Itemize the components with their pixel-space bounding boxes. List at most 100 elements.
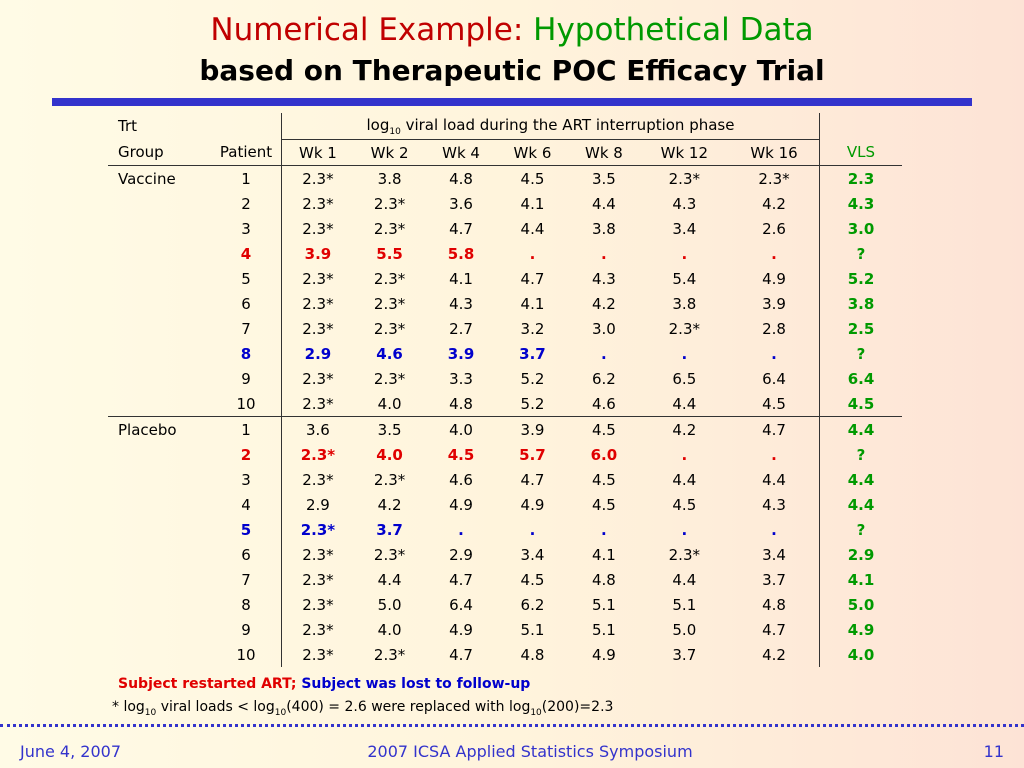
- cell-vls: ?: [819, 442, 902, 467]
- cell-viral-load: 4.2: [762, 645, 786, 664]
- table-row: 5 2.3* 2.3* 4.1 4.7 4.3 5.4 4.9 5.2: [108, 266, 902, 291]
- cell-viral-load: 4.0: [425, 416, 497, 442]
- cell-group: [108, 492, 211, 517]
- table-row: 10 2.3* 4.0 4.8 5.2 4.6 4.4 4.5 4.5: [108, 391, 902, 417]
- cell-viral-load: 4.0: [377, 620, 402, 639]
- cell-group: [108, 191, 211, 216]
- cell-viral-load: 4.9: [449, 620, 473, 639]
- cell-viral-load: 4.7: [449, 570, 473, 589]
- cell-viral-load: 5.0: [672, 620, 697, 639]
- cell-vls: 3.8: [819, 291, 902, 316]
- cell-viral-load: 3.7: [376, 520, 403, 539]
- cell-viral-load: 4.4: [762, 470, 786, 489]
- cell-viral-load: 3.7: [762, 570, 786, 589]
- cell-viral-load: 4.4: [672, 570, 697, 589]
- cell-patient: 5: [211, 266, 282, 291]
- cell-viral-load: 4.7: [449, 219, 473, 238]
- cell-viral-load: 3.4: [762, 545, 786, 564]
- cell-group: [108, 467, 211, 492]
- cell-viral-load: 3.8: [591, 219, 616, 238]
- header-week: Wk 1: [281, 139, 354, 166]
- cell-patient: 6: [211, 291, 282, 316]
- cell-viral-load: 2.3*: [302, 294, 334, 313]
- table-row: 9 2.3* 4.0 4.9 5.1 5.1 5.0 4.7 4.9: [108, 617, 902, 642]
- cell-patient: 10: [211, 391, 282, 417]
- cell-group: [108, 366, 211, 391]
- cell-viral-load: 4.5: [520, 169, 545, 188]
- cell-vls: 5.2: [819, 266, 902, 291]
- legend-restarted: Subject restarted ART;: [118, 676, 297, 692]
- title-divider: [52, 98, 972, 106]
- cell-viral-load: 5.8: [447, 244, 475, 263]
- cell-viral-load: 4.1: [591, 545, 616, 564]
- cell-viral-load: 4.2: [591, 294, 616, 313]
- header-log-sub: 10: [389, 126, 401, 137]
- cell-viral-load: 4.1: [520, 194, 545, 213]
- cell-viral-load: 6.5: [672, 369, 697, 388]
- cell-viral-load: .: [601, 244, 607, 263]
- header-week: Wk 8: [568, 139, 640, 166]
- cell-viral-load: 2.3*: [302, 319, 334, 338]
- cell-viral-load: 2.3*: [302, 394, 334, 413]
- cell-viral-load: 3.5: [353, 416, 426, 442]
- cell-viral-load: 4.3: [672, 194, 697, 213]
- cell-viral-load: 4.2: [762, 194, 786, 213]
- cell-viral-load: 4.1: [520, 294, 545, 313]
- cell-patient: 1: [211, 165, 282, 191]
- cell-viral-load: 4.7: [520, 269, 545, 288]
- footnote-sub: 10: [530, 707, 542, 718]
- table-row: 6 2.3* 2.3* 2.9 3.4 4.1 2.3* 3.4 2.9: [108, 542, 902, 567]
- cell-patient: 6: [211, 542, 282, 567]
- cell-viral-load: 6.4: [449, 595, 473, 614]
- cell-vls: 2.5: [819, 316, 902, 341]
- cell-viral-load: 4.8: [449, 394, 473, 413]
- cell-viral-load: 3.8: [377, 169, 402, 188]
- cell-viral-load: 2.3*: [373, 194, 406, 213]
- cell-vls: 2.9: [819, 542, 902, 567]
- cell-viral-load: 2.3*: [302, 620, 334, 639]
- cell-viral-load: 2.3*: [373, 645, 406, 664]
- cell-viral-load: 3.0: [591, 319, 616, 338]
- cell-viral-load: 4.2: [377, 495, 402, 514]
- cell-group: [108, 642, 211, 667]
- cell-viral-load: 2.9: [449, 545, 473, 564]
- cell-viral-load: 2.3*: [373, 545, 406, 564]
- footer-divider: [0, 724, 1024, 727]
- cell-patient: 4: [211, 241, 282, 266]
- footnote-text: (200)=2.3: [541, 699, 614, 715]
- cell-viral-load: 2.9: [304, 344, 332, 363]
- cell-vls: 4.4: [819, 416, 902, 442]
- cell-viral-load: 4.0: [377, 394, 402, 413]
- cell-viral-load: 3.8: [672, 294, 697, 313]
- cell-viral-load: 2.3*: [373, 319, 406, 338]
- table-row: Placebo 1 3.6 3.5 4.0 3.9 4.5 4.2 4.7 4.4: [108, 416, 902, 442]
- header-vls-blank: [819, 113, 902, 140]
- cell-viral-load: 5.1: [520, 620, 545, 639]
- header-week: Wk 6: [496, 139, 569, 166]
- cell-vls: 6.4: [819, 366, 902, 391]
- cell-viral-load: 5.7: [519, 445, 546, 464]
- cell-viral-load: 4.5: [762, 394, 786, 413]
- cell-viral-load: 4.1: [449, 269, 473, 288]
- legend-lost: Subject was lost to follow-up: [301, 676, 531, 692]
- cell-viral-load: 4.7: [762, 620, 786, 639]
- cell-viral-load: 3.6: [449, 194, 473, 213]
- cell-group: [108, 592, 211, 617]
- table-row: 3 2.3* 2.3* 4.6 4.7 4.5 4.4 4.4 4.4: [108, 467, 902, 492]
- cell-viral-load: 6.4: [762, 369, 786, 388]
- cell-group: [108, 442, 211, 467]
- cell-viral-load: 4.6: [449, 470, 473, 489]
- cell-viral-load: 4.9: [520, 495, 545, 514]
- cell-viral-load: .: [529, 520, 536, 539]
- cell-viral-load: 2.3*: [302, 470, 334, 489]
- cell-viral-load: 5.1: [672, 595, 697, 614]
- cell-viral-load: .: [771, 445, 777, 464]
- cell-viral-load: 4.6: [376, 344, 403, 363]
- table-row: 5 2.3* 3.7.....?: [108, 517, 902, 542]
- header-blank: [211, 113, 282, 140]
- cell-viral-load: 4.9: [449, 495, 473, 514]
- cell-viral-load: 2.3*: [373, 294, 406, 313]
- cell-vls: 2.3: [819, 165, 902, 191]
- cell-viral-load: 5.2: [520, 369, 545, 388]
- cell-viral-load: .: [681, 344, 688, 363]
